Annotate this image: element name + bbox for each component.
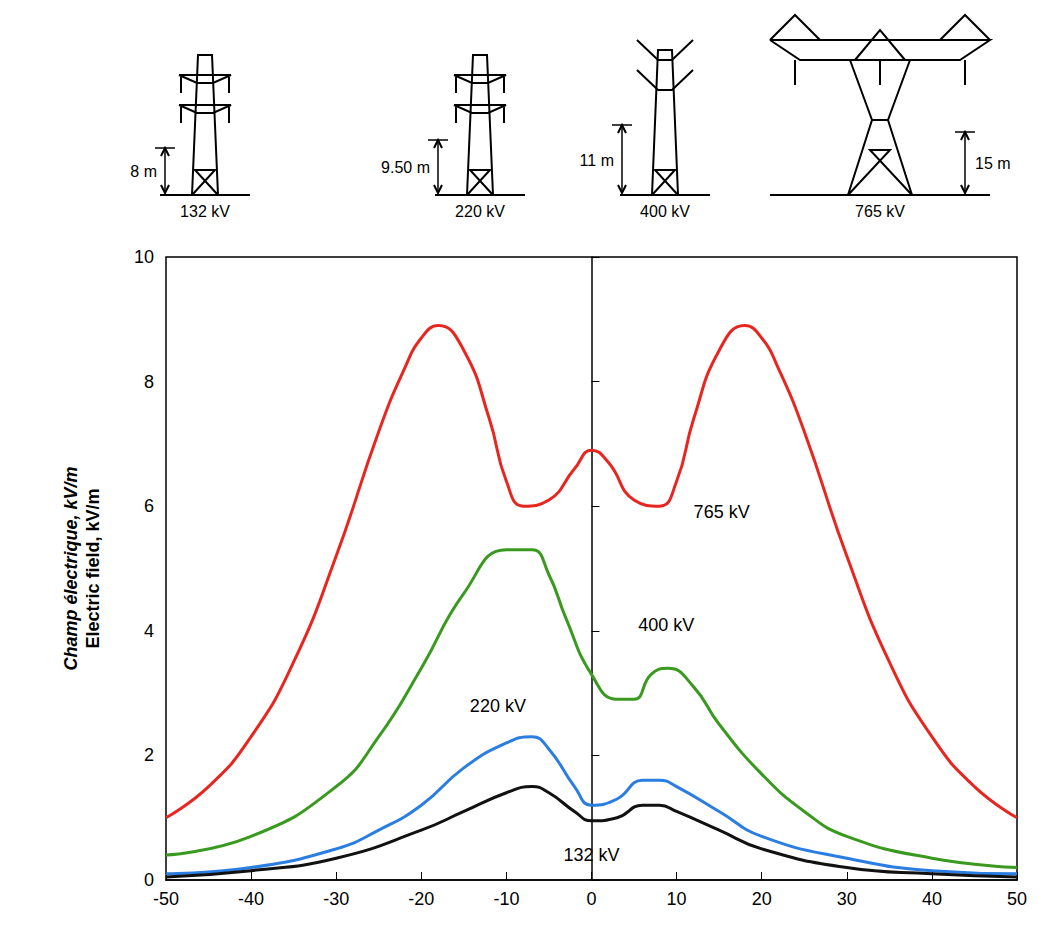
- svg-text:10: 10: [667, 889, 687, 909]
- svg-text:0: 0: [586, 889, 596, 909]
- svg-text:765 kV: 765 kV: [694, 502, 750, 522]
- svg-text:400 kV: 400 kV: [640, 203, 690, 220]
- svg-text:9.50 m: 9.50 m: [381, 159, 430, 176]
- svg-text:-20: -20: [408, 889, 434, 909]
- svg-text:10: 10: [134, 247, 154, 267]
- svg-text:-30: -30: [323, 889, 349, 909]
- svg-text:400 kV: 400 kV: [638, 615, 694, 635]
- svg-text:132 kV: 132 kV: [563, 845, 619, 865]
- svg-text:40: 40: [922, 889, 942, 909]
- svg-text:765 kV: 765 kV: [855, 203, 905, 220]
- svg-text:50: 50: [1007, 889, 1027, 909]
- svg-text:-40: -40: [238, 889, 264, 909]
- svg-text:132 kV: 132 kV: [180, 203, 230, 220]
- svg-text:0: 0: [144, 870, 154, 890]
- svg-text:220 kV: 220 kV: [470, 696, 526, 716]
- svg-text:20: 20: [752, 889, 772, 909]
- svg-text:8 m: 8 m: [130, 163, 157, 180]
- svg-text:220 kV: 220 kV: [455, 203, 505, 220]
- svg-text:8: 8: [144, 372, 154, 392]
- svg-text:Electric field, kV/m: Electric field, kV/m: [83, 488, 103, 648]
- svg-text:11 m: 11 m: [580, 152, 614, 169]
- svg-text:30: 30: [837, 889, 857, 909]
- svg-text:-10: -10: [493, 889, 519, 909]
- svg-text:6: 6: [144, 496, 154, 516]
- svg-text:Champ électrique, kV/m: Champ électrique, kV/m: [61, 466, 81, 670]
- svg-text:4: 4: [144, 621, 154, 641]
- svg-text:15 m: 15 m: [975, 155, 1011, 172]
- svg-text:-50: -50: [153, 889, 179, 909]
- svg-text:2: 2: [144, 745, 154, 765]
